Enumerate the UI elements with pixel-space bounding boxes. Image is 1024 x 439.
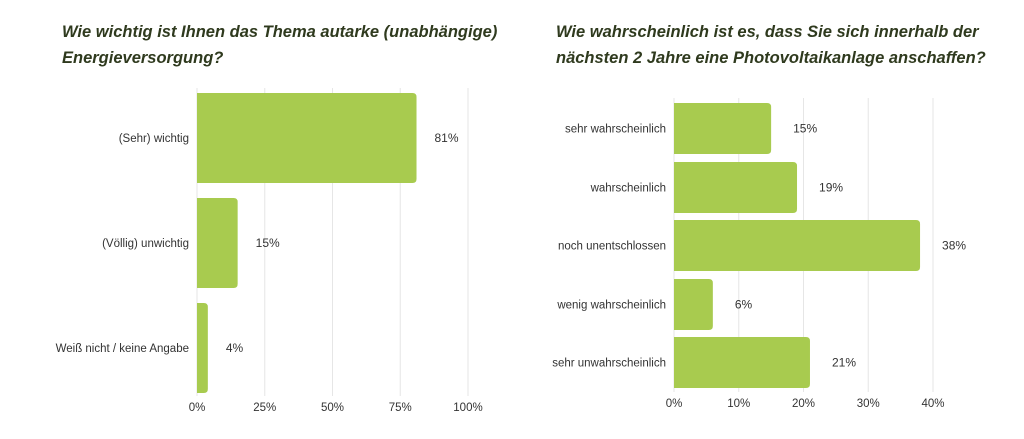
bar-sehr-unwahrscheinlich [674,337,810,388]
value-label: 15% [256,236,280,250]
x-tick-label: 0% [666,398,683,410]
bar-chart-photovoltaic-purchase: sehr wahrscheinlich 15% wahrscheinlich 19% n… [552,98,966,410]
chart-title-photovoltaic-purchase: Wie wahrscheinlich ist es, dass Sie sich… [556,23,986,67]
x-tick-label: 0% [189,402,206,414]
value-label: 21% [832,356,856,370]
bar-chart-energy-autonomy: (Sehr) wichtig 81% (Völlig) unwichtig 15% We… [56,88,483,414]
x-tick-label: 100% [453,402,482,414]
x-tick-label: 50% [321,402,344,414]
x-tick-label: 30% [857,398,880,410]
value-label: 19% [819,181,843,195]
category-label: sehr wahrscheinlich [565,124,666,136]
category-label: wenig wahrscheinlich [556,300,666,312]
value-label: 81% [435,131,459,145]
x-tick-label: 75% [389,402,412,414]
category-label: Weiß nicht / keine Angabe [56,343,189,355]
bar-weiss-nicht-keine-angabe [197,303,208,393]
category-label: noch unentschlossen [558,241,666,253]
x-tick-label: 20% [792,398,815,410]
category-label: wahrscheinlich [590,183,666,195]
x-tick-label: 40% [921,398,944,410]
value-label: 15% [793,122,817,136]
bar-wenig-wahrscheinlich [674,279,713,330]
value-label: 38% [942,239,966,253]
x-tick-label: 25% [253,402,276,414]
category-label: sehr unwahrscheinlich [552,358,666,370]
category-label: (Sehr) wichtig [119,133,189,145]
bar-wahrscheinlich [674,162,798,213]
bar-sehr-wichtig [197,93,417,183]
value-label: 6% [735,298,753,312]
category-label: (Völlig) unwichtig [102,238,189,250]
value-label: 4% [226,341,244,355]
bar-noch-unentschlossen [674,220,921,271]
bar-voellig-unwichtig [197,198,238,288]
bar-sehr-wahrscheinlich [674,103,772,154]
chart-title-energy-autonomy: Wie wichtig ist Ihnen das Thema autarke … [62,23,498,67]
x-tick-label: 10% [727,398,750,410]
